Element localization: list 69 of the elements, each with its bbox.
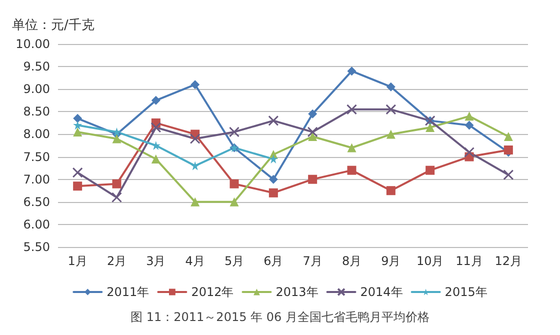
point [73,182,82,191]
x-tick-label: 6月 [264,254,284,268]
y-tick-label: 6.50 [23,194,50,209]
x-tick-label: 5月 [224,254,244,268]
point [151,154,160,164]
point [73,114,82,123]
point [230,197,239,206]
point [347,166,356,175]
legend-label: 2011年 [106,285,150,299]
point [190,197,200,206]
point [72,167,83,178]
point [308,109,318,118]
point [112,192,122,203]
x-tick-label: 4月 [185,254,205,268]
point [73,127,82,136]
x-tick-label: 3月 [146,254,166,268]
y-tick-label: 9.50 [23,60,50,74]
point [426,166,435,175]
point [504,132,513,141]
point [112,134,122,144]
point [268,115,279,126]
x-tick-label: 8月 [342,254,362,268]
y-tick-label: 6.00 [23,217,50,232]
y-tick-label: 7.00 [23,172,50,186]
point [308,174,318,184]
point [503,170,514,180]
point [190,161,200,170]
point [190,133,200,144]
legend-label: 2013年 [276,285,318,299]
point [190,80,200,90]
point [229,126,240,138]
y-tick-label: 7.50 [23,150,50,164]
y-tick-label: 10.00 [16,37,50,51]
point [112,179,122,188]
y-tick-label: 5.50 [23,240,50,254]
x-tick-label: 12月 [494,254,522,268]
point [386,130,396,139]
point [151,96,160,105]
point [347,143,356,152]
x-tick-label: 9月 [381,254,401,268]
x-tick-label: 11月 [456,254,483,268]
legend-label: 2012年 [191,285,234,299]
legend-label: 2015年 [444,285,488,299]
point [464,112,474,121]
point [386,104,396,115]
x-tick-label: 7月 [302,254,322,268]
y-tick-label: 9.00 [23,82,50,96]
point [73,120,82,130]
point [347,66,356,76]
point [150,122,162,133]
point [268,174,278,184]
point [230,179,239,188]
point [464,120,474,130]
point [268,154,278,164]
point [386,82,396,92]
point [464,147,474,158]
x-tick-label: 2月 [106,254,127,268]
y-tick-label: 8.50 [23,104,50,119]
x-tick-label: 10月 [416,254,444,268]
point [307,126,318,138]
caption: 图 11：2011～2015 年 06 月全国七省毛鸭月平均价格 [130,310,430,324]
point [426,122,435,132]
y-tick-label: 8.00 [23,127,50,142]
point [268,188,278,198]
point [386,186,396,196]
legend-label: 2014年 [360,285,403,299]
y-axis-title: 单位：元/千克 [12,18,94,33]
x-tick-label: 1月 [68,254,88,268]
point [346,104,357,115]
